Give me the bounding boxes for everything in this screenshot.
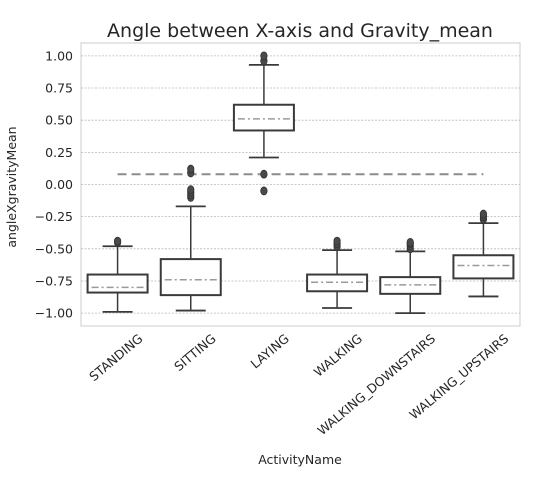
box-3 [232,51,295,196]
y-axis-label: angleXgravityMean [4,126,19,247]
box-4 [306,236,369,309]
outlier-point [260,186,268,196]
box-2 [159,164,222,312]
box-body [159,258,222,297]
box-1 [86,236,149,313]
outlier-point [260,169,268,179]
x-tick-label: WALKING [311,331,365,380]
chart-title: Angle between X-axis and Gravity_mean [107,20,493,42]
outlier-point [479,209,488,219]
outlier-point [260,51,268,61]
outlier-point [333,236,341,246]
box-5 [379,237,442,315]
outlier-point [113,236,122,246]
plot-area: 1.00 0.75 0.50 0.25 0.00 −0.25 −0.50 −0.75 −1.00… [35,42,521,438]
box-body [86,273,149,294]
y-tick-label: −0.75 [35,273,73,288]
box-body [232,103,295,132]
y-tick-label: 1.00 [45,48,73,63]
x-axis-label: ActivityName [258,452,342,467]
y-tick-label: −1.00 [35,306,73,321]
x-tick-label: SITTING [171,331,218,374]
y-tick-label: 0.50 [45,113,73,128]
outlier-point [187,164,195,174]
y-tick-label: −0.50 [35,241,73,256]
outlier-point [187,185,195,195]
box-body [452,254,515,280]
outlier-point [406,237,414,247]
x-tick-label: STANDING [86,331,145,384]
y-tick-label: −0.25 [35,209,73,224]
x-tick-label: LAYING [248,331,292,372]
y-tick-label: 0.25 [45,145,73,160]
y-tick-label: 0.75 [45,81,73,96]
box-6 [452,209,515,298]
y-tick-label: 0.00 [45,177,73,192]
x-tick-label: WALKING_DOWNSTAIRS [314,331,438,438]
